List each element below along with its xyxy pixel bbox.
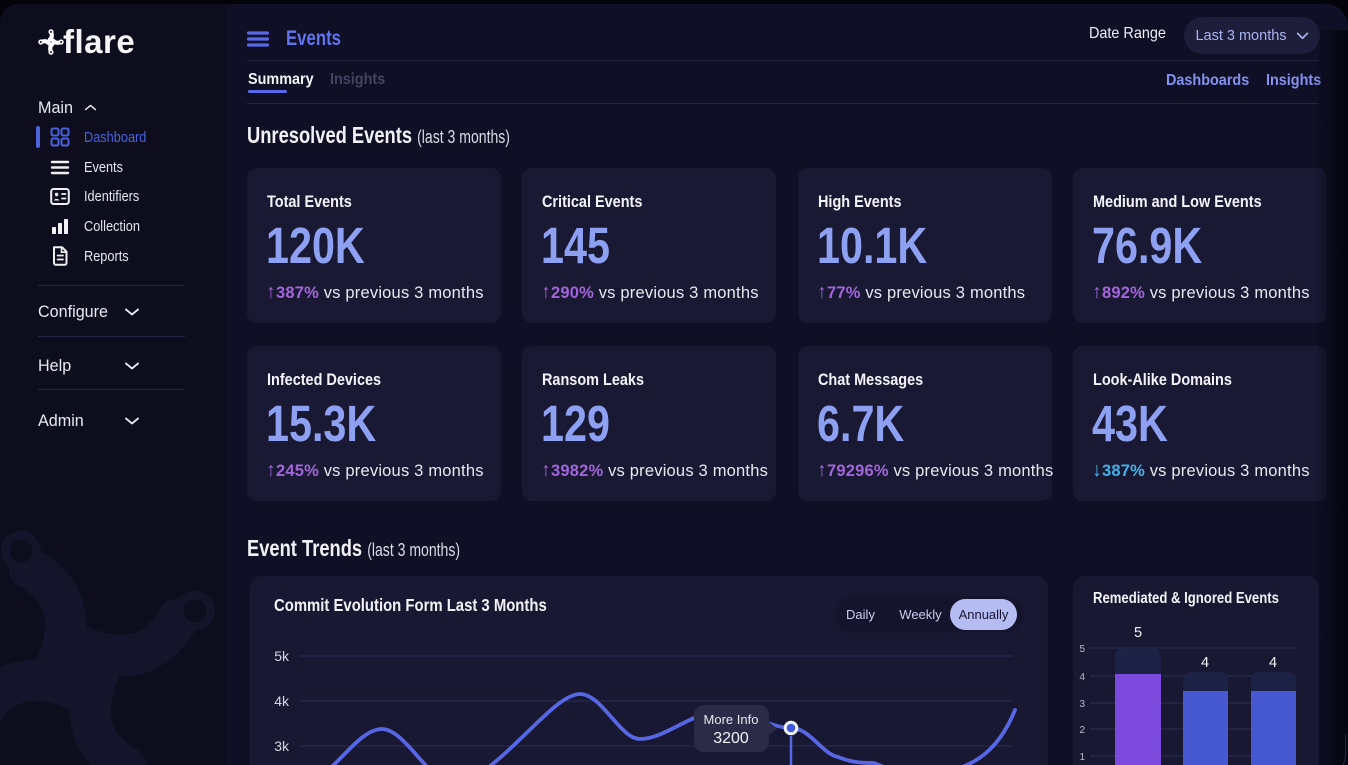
svg-text:More Info: More Info bbox=[704, 712, 759, 727]
svg-text:4: 4 bbox=[1201, 655, 1209, 671]
svg-text:4k: 4k bbox=[274, 693, 290, 709]
svg-text:4: 4 bbox=[1079, 672, 1085, 683]
svg-text:3k: 3k bbox=[274, 738, 290, 754]
svg-text:5k: 5k bbox=[274, 648, 290, 664]
svg-text:3200: 3200 bbox=[713, 730, 749, 747]
svg-text:3: 3 bbox=[1079, 699, 1085, 710]
svg-text:1: 1 bbox=[1079, 752, 1085, 763]
svg-text:5: 5 bbox=[1134, 625, 1142, 641]
svg-text:2: 2 bbox=[1079, 725, 1085, 736]
svg-text:5: 5 bbox=[1079, 644, 1085, 655]
svg-text:4: 4 bbox=[1269, 655, 1277, 671]
